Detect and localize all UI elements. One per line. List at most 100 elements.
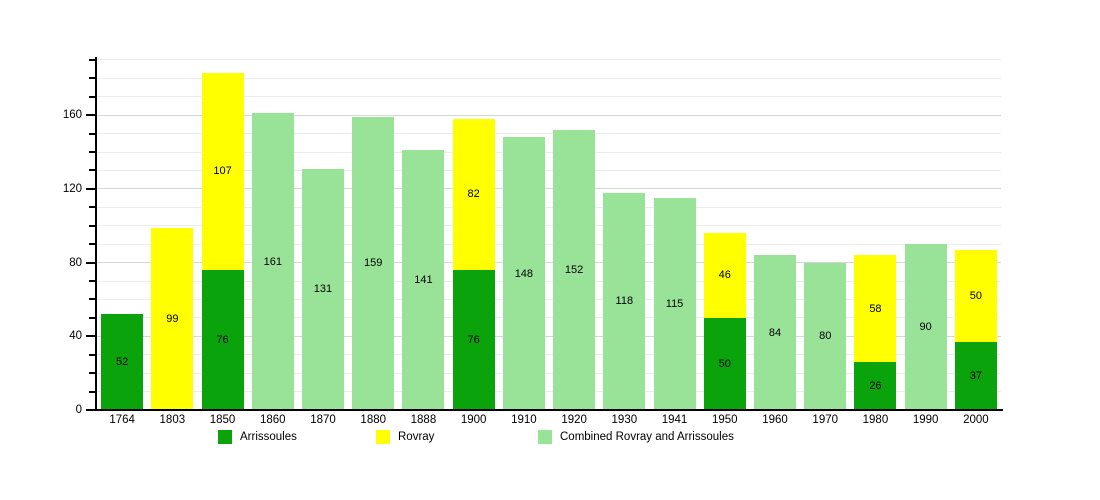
y-axis-tick-minor: [89, 298, 95, 301]
gridline-major: [97, 188, 1001, 190]
x-axis-label: 1930: [611, 414, 638, 426]
legend-item-combined-rovray-and-arrissoules: Combined Rovray and Arrissoules: [538, 430, 734, 444]
y-axis-tick-major: [86, 261, 95, 264]
gridline-minor: [97, 96, 1001, 98]
x-axis-label: 1950: [711, 414, 738, 426]
y-axis-label: 0: [75, 404, 82, 416]
x-axis-label: 1803: [159, 414, 186, 426]
chart-legend: Arrissoules Rovray Combined Rovray and Arr…: [0, 430, 1100, 448]
bar-value-label: 131: [313, 283, 333, 296]
y-axis-label: 120: [62, 182, 82, 195]
bar-value-label: 118: [615, 295, 634, 308]
bar-segment-combined-rovray-and-arrissoules: 152: [553, 129, 596, 410]
x-axis-label: 1850: [209, 414, 236, 426]
y-axis-tick-minor: [89, 243, 95, 246]
bar-value-label: 159: [364, 257, 383, 270]
bar-segment-arrissoules: 50: [703, 317, 746, 410]
y-axis-tick-minor: [89, 224, 95, 227]
bar-group-1860: 161: [248, 58, 298, 410]
legend-swatch-icon: [376, 430, 390, 444]
bar-value-label: 141: [414, 274, 433, 287]
y-axis-tick-minor: [89, 372, 95, 375]
gridline-minor: [97, 317, 1001, 319]
gridline-minor: [97, 354, 1001, 356]
y-axis-tick-minor: [89, 77, 95, 80]
bar-value-label: 50: [718, 357, 731, 370]
legend-item-rovray: Rovray: [376, 430, 434, 444]
bar-group-1920: 152: [549, 58, 599, 410]
plot-area: 52 99 76 107 161 131 159 141 76 82 148 152 118 115 50 4…: [97, 58, 1001, 410]
bar-segment-combined-rovray-and-arrissoules: 118: [603, 192, 646, 410]
bar-group-1888: 141: [398, 58, 448, 410]
bar-segment-rovray: 82: [452, 118, 495, 270]
bar-value-label: 115: [665, 298, 684, 311]
x-axis-label: 1900: [460, 414, 487, 426]
bar-segment-rovray: 99: [151, 227, 194, 410]
x-axis-label: 1764: [109, 414, 135, 426]
x-axis-label: 1860: [259, 414, 286, 426]
y-axis-tick-minor: [89, 150, 95, 153]
bar-segment-rovray: 58: [854, 255, 897, 363]
bar-segment-arrissoules: 26: [854, 362, 897, 410]
y-axis-tick-minor: [89, 95, 95, 98]
bar-value-label: 52: [115, 356, 129, 369]
bar-group-1950: 50 46: [700, 58, 750, 410]
bar-value-label: 84: [768, 326, 782, 339]
x-axis-label: 1970: [812, 414, 839, 426]
bar-value-label: 107: [213, 165, 232, 178]
bar-segment-combined-rovray-and-arrissoules: 80: [804, 262, 847, 410]
bar-segment-combined-rovray-and-arrissoules: 84: [753, 255, 796, 410]
y-axis-tick-major: [86, 187, 95, 190]
bar-segment-combined-rovray-and-arrissoules: 90: [904, 244, 947, 410]
bar-value-label: 58: [869, 302, 882, 315]
bar-group-1900: 76 82: [449, 58, 499, 410]
bar-group-1850: 76 107: [197, 58, 247, 410]
bar-segment-combined-rovray-and-arrissoules: 115: [653, 198, 696, 410]
bar-segment-arrissoules: 76: [201, 269, 244, 410]
y-axis-tick-minor: [89, 316, 95, 319]
bar-segment-combined-rovray-and-arrissoules: 131: [301, 168, 344, 410]
bar-segment-rovray: 46: [703, 233, 746, 318]
gridline-minor: [97, 206, 1001, 208]
gridline-major: [97, 114, 1001, 116]
bar-value-label: 82: [467, 188, 480, 201]
gridline-minor: [97, 372, 1001, 374]
legend-label: Rovray: [398, 431, 435, 443]
bar-value-label: 80: [819, 330, 832, 343]
y-axis-tick-minor: [89, 169, 95, 172]
bar-value-label: 148: [514, 267, 534, 280]
bar-value-label: 99: [166, 312, 179, 325]
x-axis-label: 1980: [862, 414, 889, 426]
y-axis-label: 80: [69, 256, 82, 269]
legend-label: Combined Rovray and Arrissoules: [560, 431, 734, 443]
y-axis-tick-major: [86, 114, 95, 117]
y-axis-tick-minor: [89, 206, 95, 209]
bar-value-label: 37: [969, 369, 982, 382]
bar-segment-combined-rovray-and-arrissoules: 161: [251, 113, 294, 410]
bar-segment-arrissoules: 52: [101, 314, 144, 410]
y-axis-tick-major: [86, 409, 95, 411]
bar-value-label: 161: [263, 255, 282, 268]
bar-value-label: 76: [216, 333, 229, 346]
gridline-minor: [97, 169, 1001, 171]
y-axis-tick-minor: [89, 353, 95, 356]
bar-segment-combined-rovray-and-arrissoules: 148: [502, 137, 545, 410]
y-axis-tick-major: [86, 335, 95, 338]
legend-swatch-icon: [218, 430, 232, 444]
bar-segment-combined-rovray-and-arrissoules: 159: [352, 116, 395, 410]
bar-group-1970: 80: [800, 58, 850, 410]
bar-segment-rovray: 107: [201, 72, 244, 270]
gridline-minor: [97, 280, 1001, 282]
legend-label: Arrissoules: [240, 431, 297, 443]
bar-segment-arrissoules: 37: [954, 341, 997, 410]
bar-value-label: 152: [564, 263, 584, 276]
gridline-minor: [97, 133, 1001, 135]
bar-group-1910: 148: [499, 58, 549, 410]
y-axis-tick-minor: [89, 390, 95, 393]
bar-group-1980: 26 58: [850, 58, 900, 410]
bar-group-1990: 90: [901, 58, 951, 410]
x-axis-label: 1910: [511, 414, 537, 426]
gridline-minor: [97, 298, 1001, 300]
gridline-minor: [97, 151, 1001, 153]
